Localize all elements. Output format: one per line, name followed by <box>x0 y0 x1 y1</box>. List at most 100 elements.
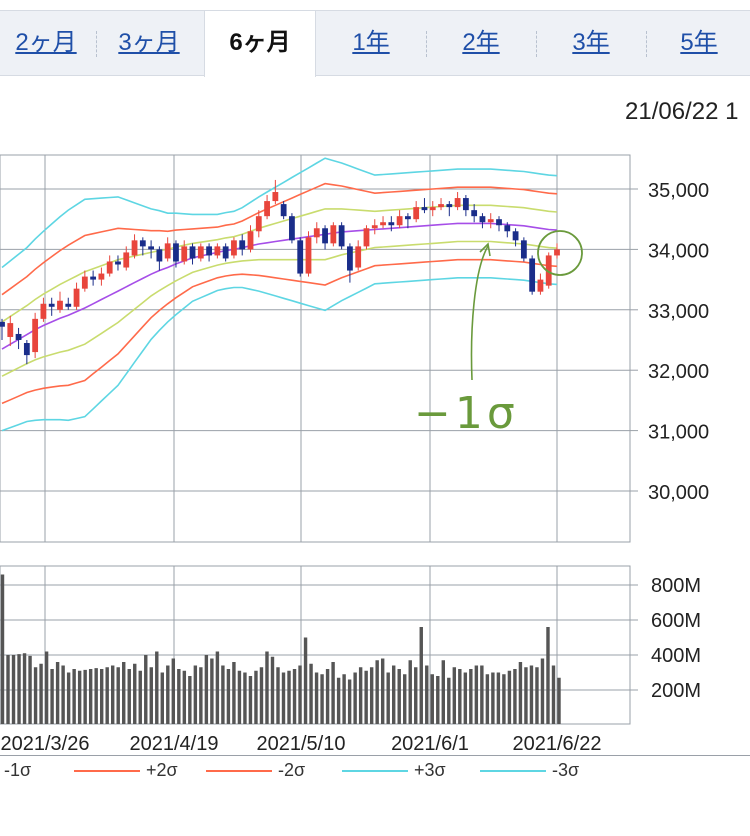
volume-bar <box>160 672 165 724</box>
volume-tick-label: 600M <box>651 610 701 632</box>
candle-body <box>255 216 262 232</box>
candle-body <box>40 303 47 319</box>
volume-bar <box>414 667 418 724</box>
price-tick-label: 33,000 <box>648 301 709 323</box>
candle-body <box>115 261 121 265</box>
volume-bar <box>33 667 38 724</box>
tab-1-year[interactable]: 1年 <box>352 29 390 56</box>
volume-bar <box>177 669 181 724</box>
candle-body <box>454 198 461 208</box>
volume-bar <box>436 676 440 724</box>
volume-bar <box>105 667 109 724</box>
volume-bar <box>66 672 71 724</box>
volume-bar <box>524 667 528 724</box>
candle-body <box>239 240 246 250</box>
legend-swatch <box>342 770 408 773</box>
tab-separator <box>536 31 537 57</box>
volume-bar <box>447 677 451 724</box>
volume-bar <box>480 665 484 724</box>
volume-bar <box>336 677 341 724</box>
candle-body <box>504 225 511 232</box>
date-tick-label: 2021/4/19 <box>130 733 219 755</box>
price-axis: 35,000 34,000 33,000 32,000 31,000 30,000 <box>630 180 709 504</box>
volume-bar <box>155 651 159 724</box>
candle-body <box>529 258 536 292</box>
candle-body <box>32 318 39 353</box>
volume-bar <box>94 668 98 724</box>
volume-bar <box>72 669 76 724</box>
candle-body <box>313 228 320 238</box>
candle-body <box>139 240 146 247</box>
volume-bar <box>469 669 473 724</box>
volume-bar <box>485 674 490 724</box>
volume-bar <box>463 672 468 724</box>
volume-tick-label: 200M <box>651 680 701 702</box>
volume-bar <box>375 660 379 724</box>
price-grid <box>0 154 631 543</box>
minus1sigma-band <box>1 240 558 377</box>
volume-tick-label: 400M <box>651 645 701 667</box>
candle-body <box>438 204 444 208</box>
volume-bar <box>281 672 286 724</box>
candle-body <box>48 303 55 307</box>
volume-bar <box>44 651 49 724</box>
moving-average-line <box>1 222 558 350</box>
volume-bar <box>149 667 153 724</box>
candle-body <box>512 231 519 241</box>
candle-body <box>545 255 552 286</box>
volume-bar <box>166 665 170 724</box>
volume-bars <box>0 574 561 724</box>
candle-body <box>7 323 14 337</box>
volume-bar <box>320 674 324 724</box>
candle-body <box>189 246 196 259</box>
candle-body <box>98 273 105 280</box>
tab-3-months[interactable]: 3ヶ月 <box>118 29 180 56</box>
legend-swatch <box>206 770 272 773</box>
plus2sigma-band <box>1 182 558 296</box>
candle-body <box>429 207 436 211</box>
volume-bar <box>243 672 247 724</box>
legend-item-plus3sigma: +3σ <box>342 760 446 781</box>
candle-body <box>371 225 378 229</box>
candle-body <box>73 288 80 307</box>
volume-bar <box>358 667 363 724</box>
tab-separator <box>96 31 97 57</box>
candle-body <box>181 246 188 262</box>
candle-body <box>413 207 420 220</box>
legend-label: -1σ <box>4 760 32 780</box>
volume-bar <box>83 669 87 724</box>
candle-body <box>214 246 221 256</box>
volume-bar <box>342 674 346 724</box>
volume-bar <box>22 653 27 724</box>
volume-bar <box>353 672 357 724</box>
tab-2-months[interactable]: 2ヶ月 <box>15 29 77 56</box>
volume-bar <box>458 669 462 724</box>
tab-3-years[interactable]: 3年 <box>572 29 610 56</box>
volume-bar <box>215 651 220 724</box>
volume-bar <box>122 662 126 724</box>
tab-6-months[interactable]: 6ヶ月 <box>204 11 316 77</box>
candle-body <box>148 246 155 250</box>
candle-body <box>65 303 72 307</box>
candle-body <box>380 222 386 226</box>
volume-bar <box>188 676 192 724</box>
candle-body <box>173 243 179 262</box>
volume-bar <box>292 669 297 724</box>
candle-body <box>57 300 63 310</box>
volume-bar <box>265 651 269 724</box>
volume-bar <box>276 667 280 724</box>
annotation-arrowhead <box>479 242 491 257</box>
tab-2-years[interactable]: 2年 <box>462 29 500 56</box>
volume-bar <box>232 662 236 724</box>
candle-body <box>396 216 403 226</box>
bollinger-bands <box>1 157 558 432</box>
tab-5-years[interactable]: 5年 <box>680 29 718 56</box>
price-tick-label: 34,000 <box>648 240 709 262</box>
volume-bar <box>204 655 209 724</box>
candle-body <box>231 240 237 256</box>
candle-body <box>537 279 544 292</box>
candle-body <box>338 225 345 247</box>
volume-bar <box>270 656 275 724</box>
highlight-circle <box>537 230 583 276</box>
legend-item-minus2sigma: -2σ <box>206 760 305 781</box>
